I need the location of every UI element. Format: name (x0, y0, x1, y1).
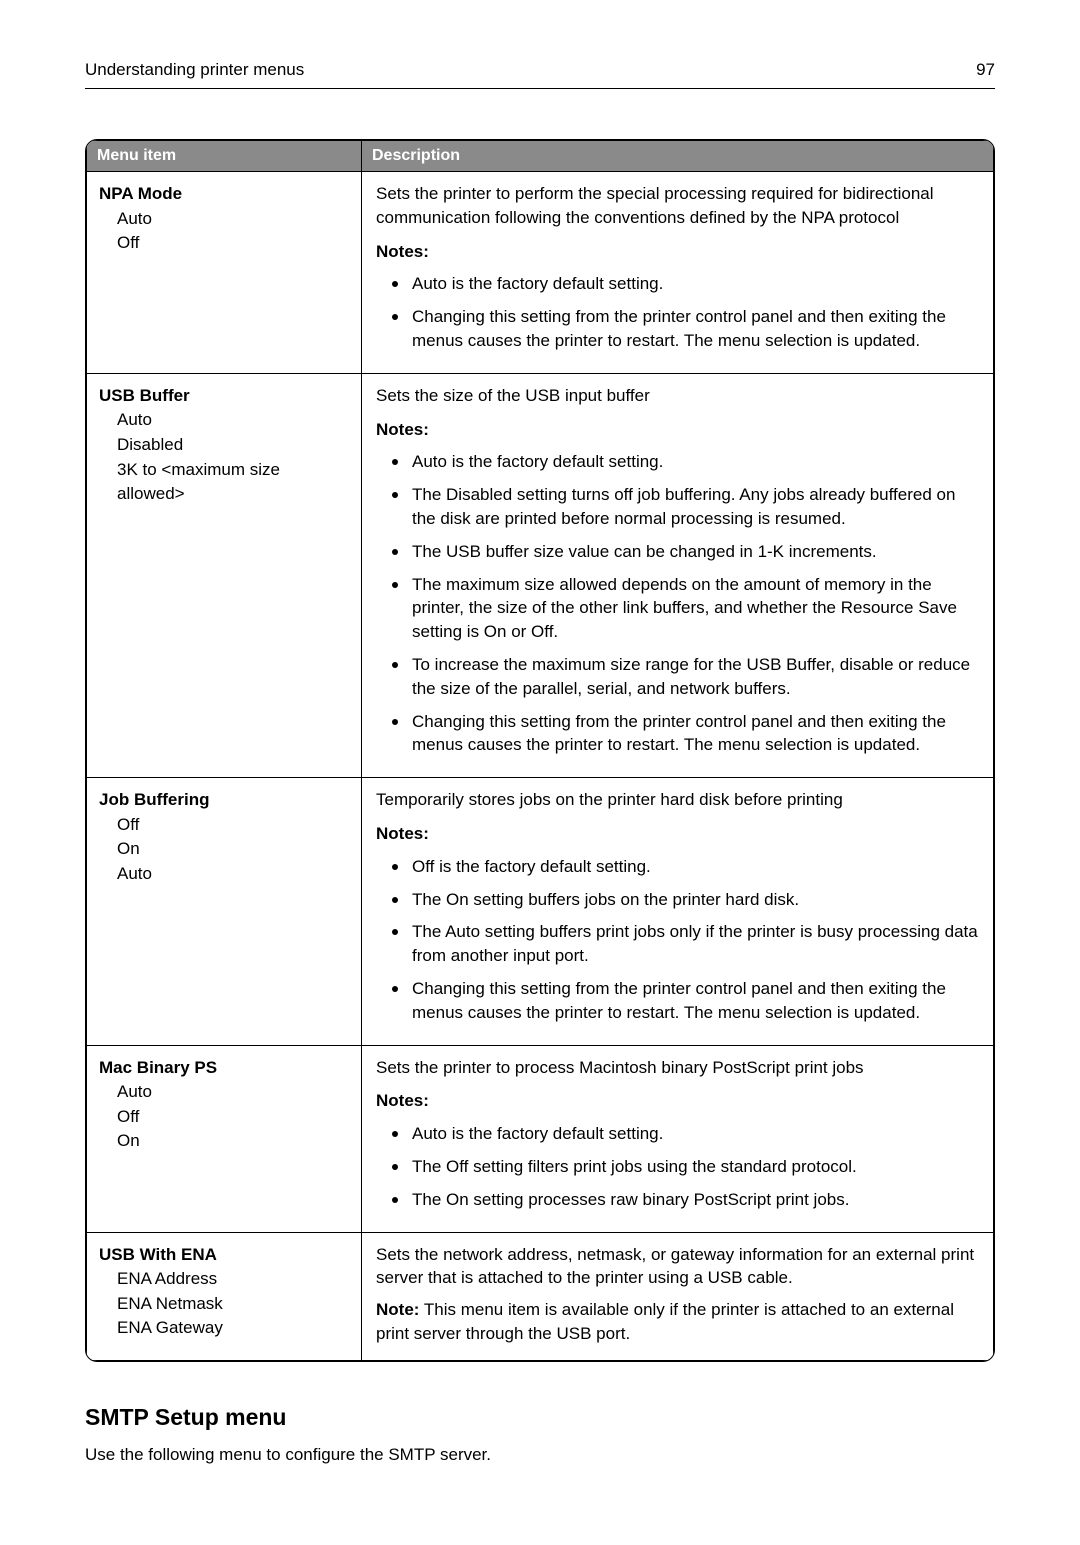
menu-item-option: ENA Gateway (99, 1316, 349, 1341)
table-row: USB With ENA ENA Address ENA Netmask ENA… (87, 1232, 994, 1360)
notes-list: Off is the factory default setting. The … (376, 852, 979, 1025)
menu-item-option: 3K to <maximum size allowed> (99, 458, 349, 507)
note-item: Auto is the factory default setting. (410, 269, 979, 296)
description-intro: Sets the network address, netmask, or ga… (376, 1243, 979, 1291)
menu-item-title: Mac Binary PS (99, 1056, 349, 1081)
notes-label: Notes: (376, 418, 979, 442)
section-heading: SMTP Setup menu (85, 1404, 995, 1431)
note-item: Changing this setting from the printer c… (410, 707, 979, 758)
description-cell: Temporarily stores jobs on the printer h… (362, 778, 994, 1045)
table-row: USB Buffer Auto Disabled 3K to <maximum … (87, 373, 994, 777)
note-item: Changing this setting from the printer c… (410, 974, 979, 1025)
table-row: Job Buffering Off On Auto Temporarily st… (87, 778, 994, 1045)
menu-table: Menu item Description NPA Mode Auto Off … (85, 139, 995, 1362)
notes-label: Notes: (376, 822, 979, 846)
col-header-desc: Description (362, 141, 994, 172)
menu-item-option: Off (99, 231, 349, 256)
notes-list: Auto is the factory default setting. Cha… (376, 269, 979, 352)
note-item: Auto is the factory default setting. (410, 1119, 979, 1146)
note-item: The On setting processes raw binary Post… (410, 1185, 979, 1212)
menu-item-option: Auto (99, 862, 349, 887)
note-item: The maximum size allowed depends on the … (410, 570, 979, 644)
menu-item-cell: Mac Binary PS Auto Off On (87, 1045, 362, 1232)
menu-item-option: On (99, 1129, 349, 1154)
notes-list: Auto is the factory default setting. The… (376, 1119, 979, 1211)
table-row: NPA Mode Auto Off Sets the printer to pe… (87, 172, 994, 374)
menu-item-cell: USB Buffer Auto Disabled 3K to <maximum … (87, 373, 362, 777)
header-title: Understanding printer menus (85, 60, 304, 80)
section-text: Use the following menu to configure the … (85, 1445, 995, 1465)
note-item: The On setting buffers jobs on the print… (410, 885, 979, 912)
menu-item-title: USB With ENA (99, 1243, 349, 1268)
col-header-menu: Menu item (87, 141, 362, 172)
description-intro: Temporarily stores jobs on the printer h… (376, 788, 979, 812)
note-inline-text: This menu item is available only if the … (376, 1300, 954, 1343)
description-cell: Sets the printer to process Macintosh bi… (362, 1045, 994, 1232)
note-item: Off is the factory default setting. (410, 852, 979, 879)
description-cell: Sets the printer to perform the special … (362, 172, 994, 374)
menu-item-title: USB Buffer (99, 384, 349, 409)
table-header-row: Menu item Description (87, 141, 994, 172)
menu-item-option: Auto (99, 207, 349, 232)
running-header: Understanding printer menus 97 (85, 60, 995, 89)
note-item: Changing this setting from the printer c… (410, 302, 979, 353)
description-intro: Sets the size of the USB input buffer (376, 384, 979, 408)
menu-item-option: ENA Address (99, 1267, 349, 1292)
menu-item-option: On (99, 837, 349, 862)
menu-item-option: Auto (99, 1080, 349, 1105)
menu-item-title: Job Buffering (99, 788, 349, 813)
note-item: The Off setting filters print jobs using… (410, 1152, 979, 1179)
description-intro: Sets the printer to perform the special … (376, 182, 979, 230)
notes-list: Auto is the factory default setting. The… (376, 447, 979, 757)
page: Understanding printer menus 97 Menu item… (0, 0, 1080, 1545)
menu-item-cell: Job Buffering Off On Auto (87, 778, 362, 1045)
menu-item-cell: NPA Mode Auto Off (87, 172, 362, 374)
menu-item-option: Off (99, 813, 349, 838)
notes-label: Notes: (376, 240, 979, 264)
table-row: Mac Binary PS Auto Off On Sets the print… (87, 1045, 994, 1232)
menu-item-option: Auto (99, 408, 349, 433)
note-inline: Note: This menu item is available only i… (376, 1298, 979, 1346)
notes-label: Notes: (376, 1089, 979, 1113)
description-intro: Sets the printer to process Macintosh bi… (376, 1056, 979, 1080)
menu-item-title: NPA Mode (99, 182, 349, 207)
menu-item-option: ENA Netmask (99, 1292, 349, 1317)
note-item: The USB buffer size value can be changed… (410, 537, 979, 564)
menu-item-option: Off (99, 1105, 349, 1130)
note-item: To increase the maximum size range for t… (410, 650, 979, 701)
description-cell: Sets the network address, netmask, or ga… (362, 1232, 994, 1360)
note-item: Auto is the factory default setting. (410, 447, 979, 474)
menu-item-option: Disabled (99, 433, 349, 458)
note-item: The Disabled setting turns off job buffe… (410, 480, 979, 531)
note-inline-label: Note: (376, 1300, 419, 1319)
menu-item-cell: USB With ENA ENA Address ENA Netmask ENA… (87, 1232, 362, 1360)
header-page-number: 97 (976, 60, 995, 80)
description-cell: Sets the size of the USB input buffer No… (362, 373, 994, 777)
note-item: The Auto setting buffers print jobs only… (410, 917, 979, 968)
